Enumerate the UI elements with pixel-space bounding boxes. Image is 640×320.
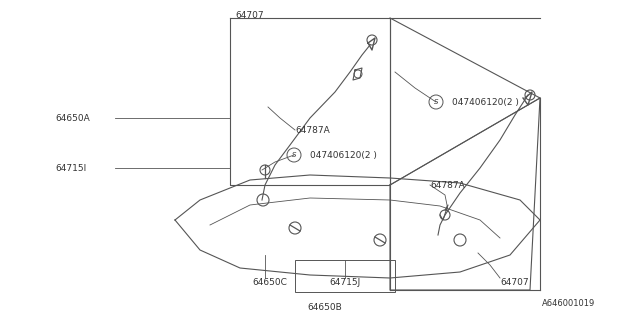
Text: 047406120(2 ): 047406120(2 ) [310,150,377,159]
Text: 64707: 64707 [235,11,264,20]
Text: 64650C: 64650C [253,278,287,287]
Text: 64787A: 64787A [430,180,465,189]
Text: 64715J: 64715J [330,278,360,287]
Text: S: S [434,99,438,105]
Text: A646001019: A646001019 [541,299,595,308]
Text: 047406120(2 ): 047406120(2 ) [452,98,519,107]
Text: 64650A: 64650A [55,114,90,123]
Text: 64715I: 64715I [55,164,86,172]
Text: 64707: 64707 [500,278,529,287]
Bar [295,260,395,292]
Text: 64650B: 64650B [308,303,342,312]
Text: S: S [292,152,296,158]
Text: 64787A: 64787A [295,125,330,134]
